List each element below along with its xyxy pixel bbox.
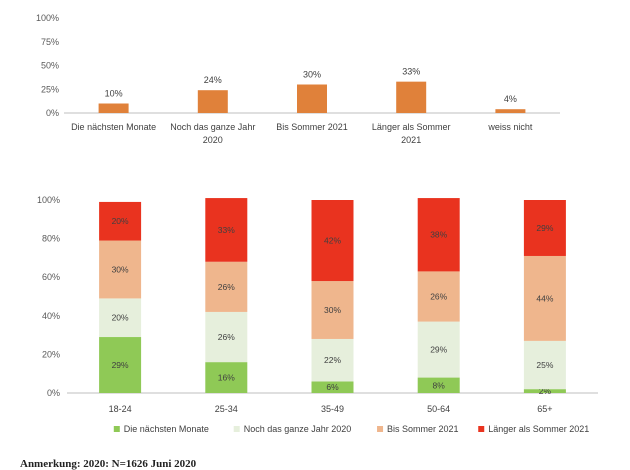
data-label: 29% (536, 223, 553, 233)
bar-segment (311, 338, 354, 382)
bar-segment (417, 271, 460, 322)
x-tick-label: 65+ (537, 404, 552, 414)
legend-item: Bis Sommer 2021 (377, 424, 459, 434)
y-tick-label: 0% (47, 388, 60, 398)
legend-label: Noch das ganze Jahr 2020 (244, 424, 352, 434)
legend-swatch (113, 426, 120, 432)
data-label: 6% (326, 382, 339, 392)
x-tick-label: Länger als Sommer (372, 122, 451, 132)
data-label: 44% (536, 293, 553, 303)
data-label: 2% (539, 386, 552, 396)
data-label: 8% (433, 380, 446, 390)
data-label: 29% (112, 360, 129, 370)
x-tick-label: 2020 (203, 135, 223, 145)
data-label: 26% (218, 332, 235, 342)
legend-swatch (377, 426, 384, 432)
bar-segment (523, 340, 566, 390)
bar-segment (99, 337, 142, 393)
y-tick-label: 60% (42, 272, 60, 282)
legend-item: Länger als Sommer 2021 (478, 424, 589, 434)
bar-segment (205, 311, 248, 363)
bar (197, 90, 228, 113)
bar-segment (311, 281, 354, 339)
data-label: 24% (204, 75, 222, 85)
bar-segment (311, 381, 354, 393)
bar-segment (99, 201, 142, 241)
x-tick-label: Noch das ganze Jahr (170, 122, 255, 132)
bar-segment (417, 321, 460, 378)
data-label: 42% (324, 236, 341, 246)
x-tick-label: 35-49 (321, 404, 344, 414)
x-tick-label: 18-24 (109, 404, 132, 414)
y-tick-label: 100% (36, 13, 59, 23)
bar (297, 84, 327, 113)
data-label: 30% (324, 305, 341, 315)
legend-label: Bis Sommer 2021 (387, 424, 459, 434)
data-label: 25% (536, 360, 553, 370)
legend-label: Länger als Sommer 2021 (488, 424, 589, 434)
data-label: 33% (402, 67, 420, 77)
data-label: 30% (112, 264, 129, 274)
x-tick-label: 50-64 (427, 404, 450, 414)
legend-swatch (478, 426, 485, 432)
y-tick-label: 20% (42, 349, 60, 359)
legend-swatch (233, 426, 240, 432)
legend-label: Die nächsten Monate (124, 424, 209, 434)
bar (98, 103, 129, 113)
bar-segment (99, 240, 142, 299)
bar-segment (205, 198, 248, 262)
data-label: 26% (430, 292, 447, 302)
data-label: 10% (105, 89, 123, 99)
legend-item: Noch das ganze Jahr 2020 (233, 424, 352, 434)
x-tick-label: Bis Sommer 2021 (276, 122, 348, 132)
bar (495, 109, 526, 113)
legend-item: Die nächsten Monate (113, 424, 209, 434)
bar-segment (417, 377, 460, 393)
stacked-bar-chart-age: 0% 20% 40% 60% 80% 100% 29% 20% 30% 20% 18-24 16% 26… (37, 195, 598, 434)
bar-segment (311, 200, 354, 282)
data-label: 26% (218, 282, 235, 292)
data-label: 16% (218, 373, 235, 383)
y-tick-label: 75% (41, 37, 59, 47)
bar-segment (205, 261, 248, 312)
bar-segment (417, 198, 460, 272)
y-tick-label: 50% (41, 61, 59, 71)
bar-segment (205, 362, 248, 393)
bar (396, 81, 427, 113)
data-label: 30% (303, 70, 321, 80)
x-tick-label: 25-34 (215, 404, 238, 414)
footnote: Anmerkung: 2020: N=1626 Juni 2020 (20, 458, 197, 470)
bar-chart-duration: 0% 25% 50% 75% 100% 10% Die nächsten Monate 24%… (36, 13, 560, 145)
y-tick-label: 100% (37, 195, 60, 205)
x-tick-label: weiss nicht (487, 122, 533, 132)
data-label: 29% (430, 345, 447, 355)
y-tick-label: 80% (42, 234, 60, 244)
y-tick-label: 0% (46, 108, 59, 118)
data-label: 20% (112, 216, 129, 226)
x-tick-label: Die nächsten Monate (71, 122, 156, 132)
bar-segment (523, 255, 566, 341)
bar-segment (523, 200, 566, 256)
data-label: 4% (504, 94, 517, 104)
x-tick-label: 2021 (401, 135, 421, 145)
data-label: 38% (430, 230, 447, 240)
y-tick-label: 25% (41, 84, 59, 94)
bar-segment (523, 389, 566, 393)
y-tick-label: 40% (42, 311, 60, 321)
data-label: 20% (112, 313, 129, 323)
data-label: 33% (218, 225, 235, 235)
data-label: 22% (324, 355, 341, 365)
bar-segment (99, 298, 142, 338)
